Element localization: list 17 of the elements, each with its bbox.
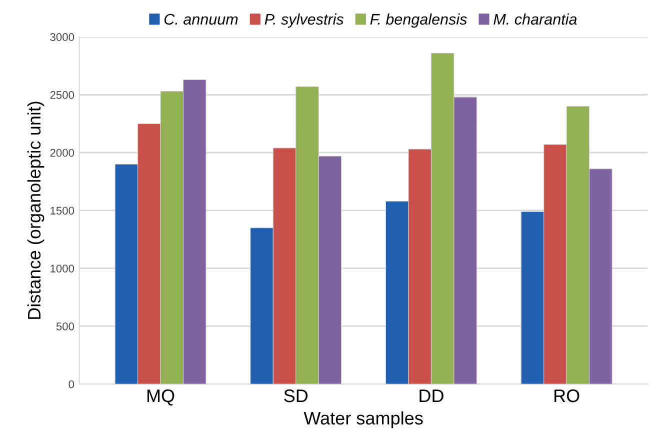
x-tick-label: MQ: [147, 389, 174, 406]
x-tick-label: DD: [420, 390, 444, 402]
legend-label: M. charantia: [494, 13, 577, 25]
x-tick-label: SD: [284, 389, 308, 402]
x-axis-title: Water samples: [304, 411, 423, 428]
y-tick-label: 2000: [50, 148, 74, 157]
legend-label: C. annuum: [164, 14, 238, 25]
x-tick-label: RO: [554, 389, 580, 402]
y-tick-label: 2500: [50, 91, 74, 99]
y-tick-label: 500: [56, 322, 74, 330]
y-axis-title: Distance (organoleptic unit): [27, 102, 44, 319]
legend-label: F. bengalensis: [370, 13, 467, 28]
legend-label: P. sylvestris: [264, 13, 344, 28]
y-tick-label: 1000: [50, 264, 74, 272]
y-tick-label: 0: [68, 380, 74, 388]
y-tick-label: 1500: [50, 206, 74, 215]
y-tick-label: 3000: [50, 33, 74, 42]
